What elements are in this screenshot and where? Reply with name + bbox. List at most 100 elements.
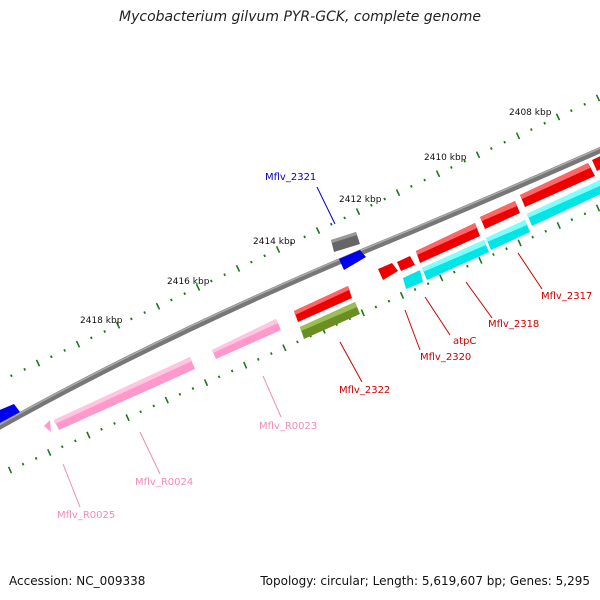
inner-ring-major-tick <box>478 256 483 264</box>
outer-ring-major-tick <box>75 340 81 348</box>
gene-blue-left-edge[interactable] <box>0 404 20 424</box>
label-mflv-2321[interactable]: Mflv_2321 <box>265 172 316 183</box>
inner-ring-minor-tick <box>505 247 508 251</box>
inner-ring-minor-tick <box>100 427 103 431</box>
outer-ring-minor-tick <box>583 102 586 106</box>
leader-mflv-r0024 <box>139 431 161 475</box>
inner-ring-minor-tick <box>217 375 221 379</box>
leader-mflv-r0025 <box>62 463 81 508</box>
inner-ring-minor-tick <box>152 404 156 408</box>
outer-ring-minor-tick <box>410 184 413 188</box>
outer-ring-minor-tick <box>143 311 146 315</box>
leader-mflv-2318 <box>465 281 493 319</box>
inner-ring-minor-tick <box>466 264 469 268</box>
outer-ring-minor-tick <box>263 254 266 258</box>
inner-ring-major-tick <box>243 361 248 369</box>
inner-tick-ring <box>7 204 600 474</box>
gene-mflv-2320[interactable] <box>397 256 415 271</box>
inner-ring-minor-tick <box>492 253 495 257</box>
outer-ring-minor-tick <box>543 121 546 125</box>
outer-ring-minor-tick <box>463 159 466 163</box>
outer-ring-minor-tick <box>490 147 493 150</box>
inner-ring-major-tick <box>164 396 169 404</box>
inner-ring-major-tick <box>47 449 52 457</box>
outer-tick-ring <box>0 94 600 385</box>
outer-ring-minor-tick <box>290 241 293 245</box>
outer-ring-minor-tick <box>223 273 226 277</box>
leader-mflv-2320 <box>404 309 421 351</box>
gene-mflv-2322-red[interactable] <box>294 286 352 322</box>
inner-ring-major-tick <box>517 239 522 247</box>
scale-label-2412: 2412 kbp <box>339 195 382 205</box>
leader-mflv-r0023 <box>262 375 282 418</box>
scale-label-2418: 2418 kbp <box>80 316 123 326</box>
map-title: Mycobacterium gilvum PYR-GCK, complete g… <box>119 9 481 25</box>
gene-mflv-2321[interactable] <box>331 232 360 252</box>
leader-mflv-2322 <box>339 341 363 383</box>
outer-ring-major-tick <box>475 151 481 159</box>
gene-blue-forward[interactable] <box>339 250 366 270</box>
outer-ring-major-tick <box>355 208 361 216</box>
outer-ring-minor-tick <box>10 374 13 378</box>
rna-mflv-r0025[interactable] <box>44 420 51 432</box>
outer-ring-major-tick <box>315 227 321 235</box>
outer-ring-major-tick <box>275 245 281 253</box>
gene-red-forward-2[interactable] <box>480 201 520 229</box>
label-mflv-2318[interactable]: Mflv_2318 <box>488 319 539 330</box>
inner-ring-major-tick <box>595 204 600 212</box>
outer-ring-minor-tick <box>103 330 106 333</box>
inner-ring-major-tick <box>556 221 561 229</box>
gene-cyan-2[interactable] <box>422 240 489 280</box>
outer-ring-major-tick <box>435 170 441 178</box>
outer-ring-major-tick <box>115 321 121 329</box>
label-mflv-2317[interactable]: Mflv_2317 <box>541 291 592 302</box>
outer-ring-minor-tick <box>530 128 533 132</box>
outer-ring-minor-tick <box>130 317 133 321</box>
outer-ring-minor-tick <box>343 216 346 220</box>
label-mflv-2322[interactable]: Mflv_2322 <box>339 385 390 396</box>
outer-ring-minor-tick <box>90 336 93 340</box>
rna-mflv-r0024[interactable] <box>54 357 195 430</box>
gene-cyan-3[interactable] <box>486 220 530 250</box>
scale-label-2414: 2414 kbp <box>253 237 296 247</box>
label-atpc[interactable]: atpC <box>453 336 476 347</box>
outer-ring-minor-tick <box>170 298 173 302</box>
gene-red-forward-small[interactable] <box>378 263 398 280</box>
outer-ring-minor-tick <box>330 222 333 226</box>
outer-ring-minor-tick <box>450 165 453 169</box>
label-mflv-r0024[interactable]: Mflv_R0024 <box>135 477 193 488</box>
gene-red-forward-3[interactable] <box>520 163 595 207</box>
label-mflv-2320[interactable]: Mflv_2320 <box>420 352 471 363</box>
inner-ring-major-tick <box>125 414 130 422</box>
inner-ring-major-tick <box>203 379 209 387</box>
outer-ring-minor-tick <box>570 109 573 113</box>
inner-ring-minor-tick <box>583 212 587 216</box>
outer-ring-minor-tick <box>63 348 66 352</box>
outer-ring-major-tick <box>155 302 161 310</box>
outer-ring-major-tick <box>395 189 401 197</box>
outer-ring-major-tick <box>555 113 561 121</box>
rna-mflv-r0023[interactable] <box>212 319 281 359</box>
label-mflv-r0023[interactable]: Mflv_R0023 <box>259 421 317 432</box>
outer-ring-minor-tick <box>503 140 506 144</box>
outer-ring-minor-tick <box>423 178 426 182</box>
outer-ring-major-tick <box>595 94 600 102</box>
inner-ring-minor-tick <box>531 235 534 239</box>
inner-ring-minor-tick <box>21 462 25 466</box>
gene-red-forward-edge[interactable] <box>592 154 600 171</box>
outer-ring-minor-tick <box>250 260 253 264</box>
inner-ring-major-tick <box>7 466 13 474</box>
outer-ring-minor-tick <box>50 355 53 359</box>
outer-ring-major-tick <box>35 359 41 367</box>
inner-ring-minor-tick <box>544 229 548 233</box>
gene-red-forward-long[interactable] <box>416 223 480 263</box>
gene-cyan-4[interactable] <box>527 180 600 226</box>
leader-mflv-2321 <box>316 186 336 225</box>
outer-ring-minor-tick <box>383 197 386 201</box>
gene-mflv-2322-olive[interactable] <box>300 302 360 339</box>
gene-cyan-1[interactable] <box>403 270 423 289</box>
scale-label-2416: 2416 kbp <box>167 277 210 287</box>
label-mflv-r0025[interactable]: Mflv_R0025 <box>57 510 115 521</box>
inner-ring-minor-tick <box>270 352 273 356</box>
